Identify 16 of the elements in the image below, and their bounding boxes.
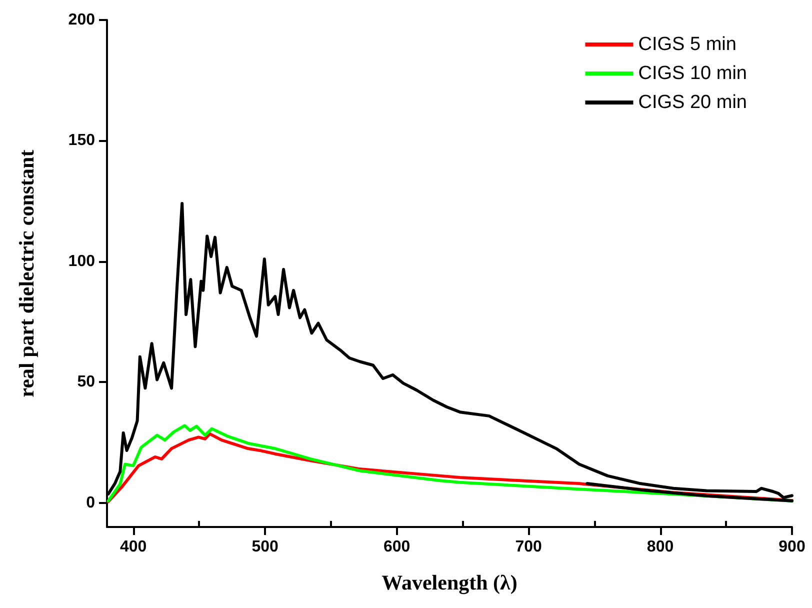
y-tick-label: 0 [86,494,96,512]
y-tick-label: 50 [77,374,96,391]
legend-label: CIGS 10 min [638,63,748,84]
legend-label: CIGS 5 min [638,34,736,55]
x-tick-label: 900 [778,538,806,556]
y-tick-label: 100 [68,252,96,270]
y-tick-label: 200 [68,12,96,28]
x-tick-label: 700 [515,538,542,556]
y-axis-title: real part dielectric constant [14,150,38,398]
x-tick-label: 600 [383,538,410,556]
x-tick-label: 500 [252,538,279,556]
y-tick-label: 150 [68,132,96,150]
x-axis-title: Wavelength (λ) [382,570,518,594]
x-tick-label: 800 [646,538,674,556]
legend-label: CIGS 20 min [638,92,748,113]
x-tick-label: 400 [120,538,147,556]
